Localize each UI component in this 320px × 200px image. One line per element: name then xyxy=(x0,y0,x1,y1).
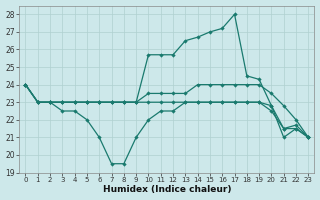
X-axis label: Humidex (Indice chaleur): Humidex (Indice chaleur) xyxy=(103,185,231,194)
